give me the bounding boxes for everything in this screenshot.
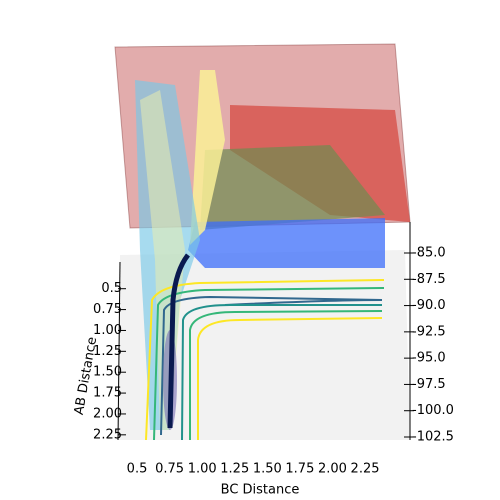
y-tick-label: 1.00 [93,323,122,338]
z-tick-label: -87.5 [412,272,446,287]
y-tick-label: 2.00 [93,406,122,421]
surface-low [188,218,385,268]
contour [189,310,383,440]
surface-ridge [190,70,225,245]
x-tick-label: 1.50 [253,462,282,477]
z-tick-label: -100.0 [412,403,454,418]
contour [197,317,383,440]
y-tick-label: 1.75 [93,386,122,401]
contour [145,279,385,441]
x-tick-label: 1.25 [220,462,249,477]
surface-mid [200,145,385,230]
z-tick-label: -85.0 [412,246,446,261]
x-axis-label: BC Distance [221,483,300,497]
y-tick-label: 2.25 [93,427,122,442]
contour [181,304,382,441]
z-tick-label: -95.0 [412,351,446,366]
trajectory [167,253,191,429]
x-tick-label: 0.5 [127,462,148,477]
y-tick-label: 0.5 [101,281,122,296]
y-tick-label: 0.75 [93,302,122,317]
z-tick-label: -97.5 [412,377,446,392]
x-tick-label: 1.75 [285,462,314,477]
z-tick-label: -92.5 [412,324,446,339]
surface [114,43,411,441]
x-tick-label: 2.25 [351,462,380,477]
x-tick-label: 1.00 [188,462,217,477]
y-tick-label: 1.25 [93,344,122,359]
z-tick-label: -102.5 [412,430,454,445]
z-tick-label: -90.0 [412,298,446,313]
y-tick-label: 1.50 [93,365,122,380]
x-tick-label: 2.00 [318,462,347,477]
x-tick-label: 0.75 [155,462,184,477]
